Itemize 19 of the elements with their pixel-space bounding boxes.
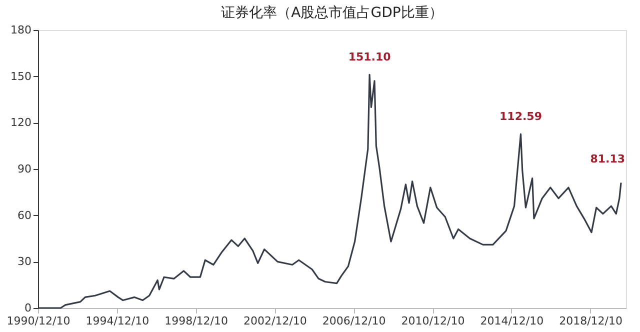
- x-tick-label: 1998/12/10: [164, 314, 228, 328]
- y-tick-label: 120: [10, 116, 32, 130]
- annotation: 112.59: [500, 110, 542, 124]
- x-tick-label: 1990/12/10: [6, 314, 70, 328]
- x-tick-label: 2014/12/10: [480, 314, 544, 328]
- annotation: 151.10: [348, 50, 392, 64]
- x-tick-label: 2010/12/10: [401, 314, 465, 328]
- x-tick-label: 1994/12/10: [86, 314, 150, 328]
- x-tick-label: 2018/12/10: [559, 314, 623, 328]
- x-tick-label: 2002/12/10: [244, 314, 307, 328]
- y-tick-label: 30: [18, 255, 32, 268]
- y-tick-label: 90: [18, 162, 32, 176]
- y-tick-label: 150: [10, 70, 32, 83]
- y-tick-label: 180: [10, 24, 32, 36]
- y-tick-label: 0: [24, 302, 32, 314]
- x-tick-label: 2006/12/10: [322, 314, 386, 328]
- y-tick-label: 60: [18, 208, 32, 222]
- chart-title: 证券化率（A股总市值占GDP比重）: [221, 5, 443, 21]
- annotation: 81.13: [590, 152, 626, 166]
